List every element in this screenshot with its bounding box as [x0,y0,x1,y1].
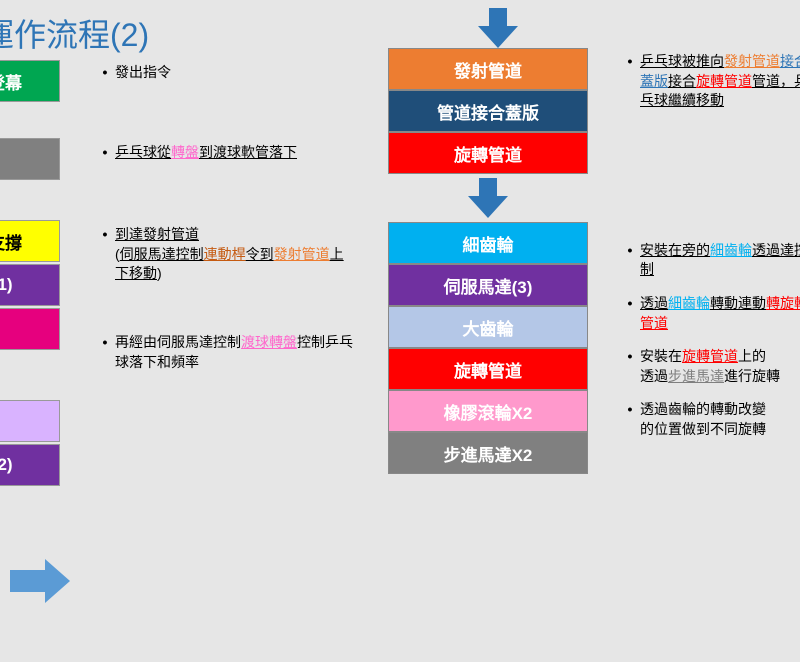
note-text: 透過細齒輪轉動連動轉旋轉管道 [640,294,800,333]
slide-title: 構運作流程(2) [0,10,149,56]
note-item: •乒乓球被推向發射管道接合蓋版接合旋轉管道管道，乒乓球繼續移動 [620,52,800,111]
note-item: •透過細齒輪轉動連動轉旋轉管道 [620,294,800,333]
note-text: 透過齒輪的轉動改變的位置做到不同旋轉 [640,400,800,439]
left-box [0,400,60,442]
center-box: 旋轉管道 [388,132,588,174]
left-box: 支撐 [0,220,60,262]
arrow-right [10,570,70,603]
center-box: 伺服馬達(3) [388,264,588,306]
note-item: •發出指令 [95,63,355,83]
note-text: 發出指令 [115,63,355,83]
left-box [0,138,60,180]
left-box: 登幕 [0,60,60,102]
left-box: 1) [0,264,60,306]
center-box: 大齒輪 [388,306,588,348]
note-item: •透過齒輪的轉動改變的位置做到不同旋轉 [620,400,800,439]
note-text: 安裝在旋轉管道上的透過步進馬達進行旋轉 [640,347,800,386]
center-box: 橡膠滾輪X2 [388,390,588,432]
center-box: 旋轉管道 [388,348,588,390]
center-box: 管道接合蓋版 [388,90,588,132]
arrow-down-mid [388,174,588,222]
arrow-down-top [478,8,518,48]
left-box: 2) [0,444,60,486]
center-box: 步進馬達X2 [388,432,588,474]
center-box: 發射管道 [388,48,588,90]
note-item: •再經由伺服馬達控制渡球轉盤控制乒乓球落下和頻率 [95,333,355,372]
left-box [0,308,60,350]
note-text: 到達發射管道(伺服馬達控制連動桿令到發射管道上下移動) [115,225,355,284]
note-text: 再經由伺服馬達控制渡球轉盤控制乒乓球落下和頻率 [115,333,355,372]
note-item: •到達發射管道(伺服馬達控制連動桿令到發射管道上下移動) [95,225,355,284]
center-box: 細齒輪 [388,222,588,264]
note-text: 乒乓球被推向發射管道接合蓋版接合旋轉管道管道，乒乓球繼續移動 [640,52,800,111]
note-text: 安裝在旁的細齒輪透過達控制 [640,241,800,280]
right-notes: •乒乓球被推向發射管道接合蓋版接合旋轉管道管道，乒乓球繼續移動 •安裝在旁的細齒輪… [620,52,800,450]
note-item: •安裝在旁的細齒輪透過達控制 [620,241,800,280]
note-text: 乒乓球從轉盤到渡球軟管落下 [115,143,355,163]
note-item: •安裝在旋轉管道上的透過步進馬達進行旋轉 [620,347,800,386]
note-item: •乒乓球從轉盤到渡球軟管落下 [95,143,355,163]
center-column: 發射管道管道接合蓋版旋轉管道細齒輪伺服馬達(3)大齒輪旋轉管道橡膠滾輪X2步進馬… [388,48,588,474]
